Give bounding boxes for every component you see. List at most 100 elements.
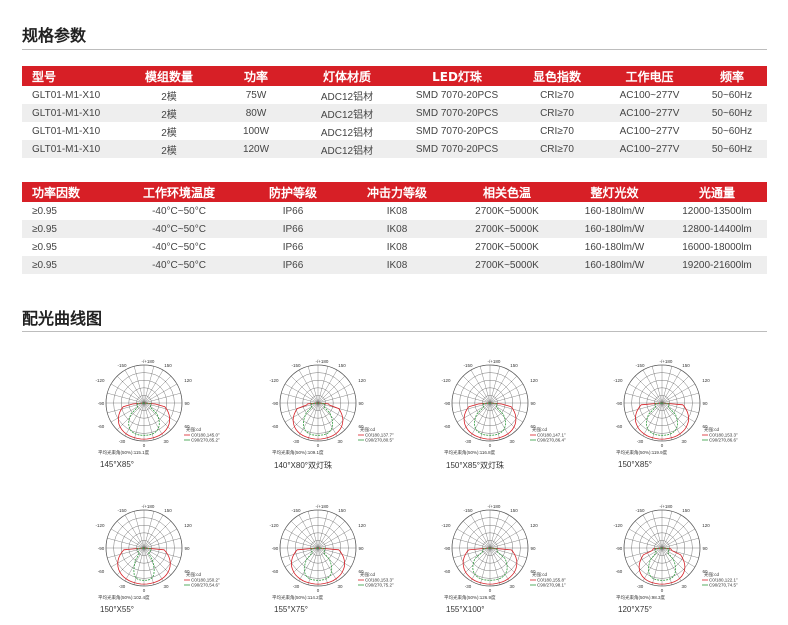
axis-label: -/+180 <box>142 359 155 364</box>
axis-label: 60 <box>530 569 536 574</box>
table-cell: GLT01-M1-X10 <box>32 125 101 137</box>
light-curves-divider <box>22 331 767 332</box>
axis-label: -60 <box>272 424 279 429</box>
table-cell: CRI≥70 <box>540 125 574 137</box>
light-curve-3: -/+180 -150 150 -120 120 -90 90 -60 60 -30 0 30 光强:c… <box>432 355 572 480</box>
axis-label: 60 <box>184 569 190 574</box>
axis-label: -90 <box>98 401 105 406</box>
unit-label: 光强:cd <box>360 426 376 433</box>
axis-label: 150 <box>338 508 346 513</box>
axis-label: -120 <box>95 378 105 383</box>
table-cell: 16000-18000lm <box>682 241 752 253</box>
column-header: 冲击力等级 <box>342 182 452 202</box>
table-cell: 19200-21600lm <box>667 256 767 274</box>
table-cell: 160-180lm/W <box>584 241 645 253</box>
average-beam-angle: 平均光束角(50%):126.9度 <box>444 594 496 601</box>
axis-label: -90 <box>616 546 623 551</box>
table-cell: -40°C~50°C <box>152 205 206 217</box>
table-cell: 2模 <box>118 104 220 122</box>
curve-c90 <box>133 547 155 581</box>
table-cell: -40°C~50°C <box>152 241 206 253</box>
axis-label: 30 <box>163 439 169 444</box>
table-cell: 2700K~5000K <box>452 256 562 274</box>
table-cell: ADC12铝材 <box>292 104 402 122</box>
table-cell: CRI≥70 <box>512 140 602 158</box>
curve-c90 <box>472 547 508 581</box>
unit-label: 光强:cd <box>186 426 202 433</box>
axis-label: 60 <box>702 424 708 429</box>
table-cell: SMD 7070-20PCS <box>402 104 512 122</box>
axis-label: -/+180 <box>488 359 501 364</box>
column-header: 整灯光效 <box>562 182 667 202</box>
axis-label: -150 <box>117 363 127 368</box>
curve-c0 <box>117 547 171 585</box>
legend-c90: C90/270,54.6° <box>191 583 220 588</box>
light-curve-5: -/+180 -150 150 -120 120 -90 90 -60 60 -30 0 30 光强:c… <box>86 500 226 625</box>
table-cell: CRI≥70 <box>512 104 602 122</box>
axis-label: 120 <box>184 523 192 528</box>
table-cell: ≥0.95 <box>22 220 114 238</box>
legend-c0: C0/180,153.3° <box>365 578 394 583</box>
axis-label: -90 <box>272 401 279 406</box>
axis-label: -60 <box>444 569 451 574</box>
axis-label: -90 <box>98 546 105 551</box>
legend-c90: C90/270,86.6° <box>709 438 738 443</box>
polar-chart: -/+180 -150 150 -120 120 -90 90 -60 60 -30 0 30 光强:c… <box>95 359 220 456</box>
table-cell: 80W <box>220 104 292 122</box>
curve-c90 <box>302 402 334 436</box>
axis-label: 30 <box>163 584 169 589</box>
light-curve-4: -/+180 -150 150 -120 120 -90 90 -60 60 -30 0 30 光强:c… <box>604 355 744 480</box>
light-curve-7: -/+180 -150 150 -120 120 -90 90 -60 60 -30 0 30 光强:c… <box>432 500 572 625</box>
beam-angle-caption: 140°X80°双灯珠 <box>274 461 332 470</box>
table-cell: ADC12铝材 <box>292 140 402 158</box>
axis-label: 30 <box>337 439 343 444</box>
curve-c0 <box>290 547 346 585</box>
table-row: ≥0.95 -40°C~50°C IP66 IK08 2700K~5000K 160-18… <box>22 238 767 256</box>
legend-c90: C90/270,85.2° <box>191 438 220 443</box>
table-cell: 100W <box>242 125 270 137</box>
axis-label: 150 <box>682 508 690 513</box>
axis-label: -/+180 <box>660 504 673 509</box>
table-cell: -40°C~50°C <box>114 220 244 238</box>
beam-angle-caption: 150°X85° <box>618 460 652 469</box>
axis-label: -90 <box>444 546 451 551</box>
column-header: 型号 <box>22 66 118 86</box>
axis-label: -/+180 <box>316 504 329 509</box>
specs-divider <box>22 49 767 50</box>
axis-label: -60 <box>98 569 105 574</box>
legend-c90: C90/270,74.5° <box>709 583 738 588</box>
table-cell: AC100~277V <box>619 89 680 101</box>
table-cell: CRI≥70 <box>540 89 574 101</box>
axis-label: 90 <box>358 546 364 551</box>
beam-angle-caption: 120°X75° <box>618 605 652 614</box>
column-header: 防护等级 <box>244 182 342 202</box>
axis-label: 30 <box>681 584 687 589</box>
table-cell: SMD 7070-20PCS <box>415 125 499 137</box>
axis-label: -150 <box>463 508 473 513</box>
column-header: 模组数量 <box>118 66 220 86</box>
table-cell: IK08 <box>342 220 452 238</box>
table-cell: ≥0.95 <box>32 241 57 253</box>
curve-c0 <box>292 402 344 440</box>
column-header: 工作电压 <box>602 66 697 86</box>
axis-label: 120 <box>702 378 710 383</box>
axis-label: -90 <box>272 546 279 551</box>
axis-label: -150 <box>291 363 301 368</box>
legend-c90: C90/270,98.1° <box>537 583 566 588</box>
column-header: LED灯珠 <box>402 66 512 86</box>
axis-label: -30 <box>119 439 126 444</box>
axis-label: 90 <box>530 546 536 551</box>
average-beam-angle: 平均光束角(50%):102.4度 <box>98 594 150 601</box>
axis-label: -150 <box>635 508 645 513</box>
table-cell: 2700K~5000K <box>475 205 539 217</box>
spec-table-1: 型号 模组数量 功率 灯体材质 LED灯珠 显色指数 工作电压 频率 GLT01-M1-X10… <box>22 66 767 158</box>
legend-c0: C0/180,145.0° <box>191 433 220 438</box>
axis-label: 150 <box>510 508 518 513</box>
legend-c0: C0/180,147.1° <box>537 433 566 438</box>
axis-label: -120 <box>441 523 451 528</box>
curve-c90 <box>646 402 678 436</box>
curve-c90 <box>474 402 506 436</box>
axis-label: 30 <box>509 584 515 589</box>
table-cell: GLT01-M1-X10 <box>32 89 101 101</box>
axis-label: -60 <box>616 569 623 574</box>
